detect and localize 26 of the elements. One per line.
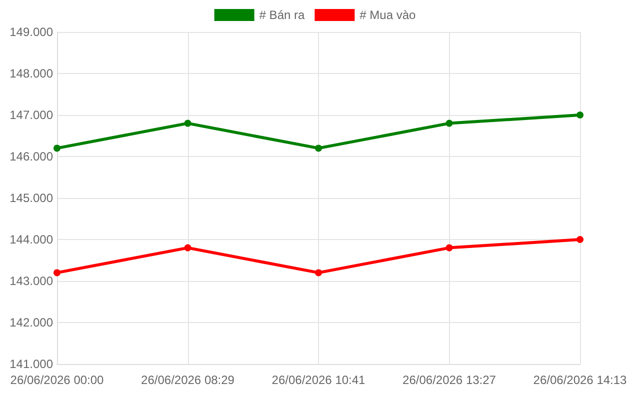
point (446, 244, 453, 252)
x-tick-label: 26/06/2026 08:29 (141, 373, 235, 387)
x-tick-label: 26/06/2026 10:41 (272, 373, 366, 387)
point (576, 236, 584, 243)
x-tick-label: 26/06/2026 00:00 (10, 373, 104, 387)
point (315, 144, 322, 152)
point (446, 120, 453, 127)
y-tick-label: 142.000 (10, 316, 54, 330)
x-tick-label: 26/06/2026 14:13 (533, 373, 628, 387)
point (315, 269, 322, 276)
legend-label: # Mua vào (360, 8, 416, 22)
y-tick-label: 141.000 (10, 357, 54, 371)
y-tick-label: 144.000 (10, 232, 54, 246)
y-tick-label: 149.000 (10, 25, 54, 39)
y-tick-label: 146.000 (10, 150, 54, 164)
y-tick-label: 145.000 (10, 191, 54, 205)
legend-label: # Bán ra (259, 8, 305, 22)
point (184, 120, 192, 127)
point (54, 269, 60, 276)
y-tick-label: 143.000 (10, 274, 54, 288)
point (576, 112, 584, 118)
x-tick-label: 26/06/2026 13:27 (402, 373, 496, 387)
point (54, 144, 60, 152)
y-tick-label: 147.000 (10, 108, 54, 122)
y-tick-label: 148.000 (10, 66, 54, 80)
point (184, 244, 192, 252)
